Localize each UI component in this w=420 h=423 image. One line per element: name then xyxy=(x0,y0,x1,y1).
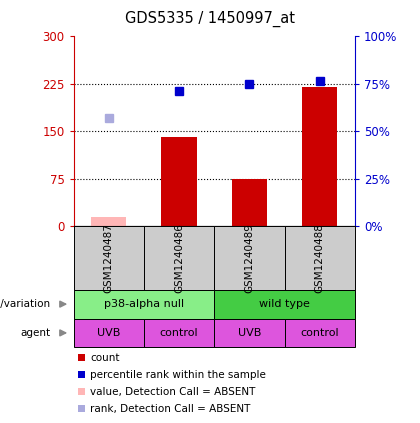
Text: percentile rank within the sample: percentile rank within the sample xyxy=(90,370,266,380)
Text: GSM1240489: GSM1240489 xyxy=(244,223,255,293)
Text: count: count xyxy=(90,353,119,363)
Text: wild type: wild type xyxy=(259,299,310,309)
Bar xyxy=(232,179,267,226)
Text: UVB: UVB xyxy=(238,328,261,338)
Text: GSM1240487: GSM1240487 xyxy=(104,223,114,293)
Bar xyxy=(91,217,126,226)
Text: UVB: UVB xyxy=(97,328,121,338)
Text: rank, Detection Call = ABSENT: rank, Detection Call = ABSENT xyxy=(90,404,250,414)
Bar xyxy=(161,137,197,226)
Text: genotype/variation: genotype/variation xyxy=(0,299,50,309)
Text: p38-alpha null: p38-alpha null xyxy=(104,299,184,309)
Text: GSM1240486: GSM1240486 xyxy=(174,223,184,293)
Bar xyxy=(302,87,337,226)
Text: control: control xyxy=(160,328,198,338)
Text: value, Detection Call = ABSENT: value, Detection Call = ABSENT xyxy=(90,387,255,397)
Text: GDS5335 / 1450997_at: GDS5335 / 1450997_at xyxy=(125,11,295,27)
Text: GSM1240488: GSM1240488 xyxy=(315,223,325,293)
Text: control: control xyxy=(300,328,339,338)
Text: agent: agent xyxy=(20,328,50,338)
